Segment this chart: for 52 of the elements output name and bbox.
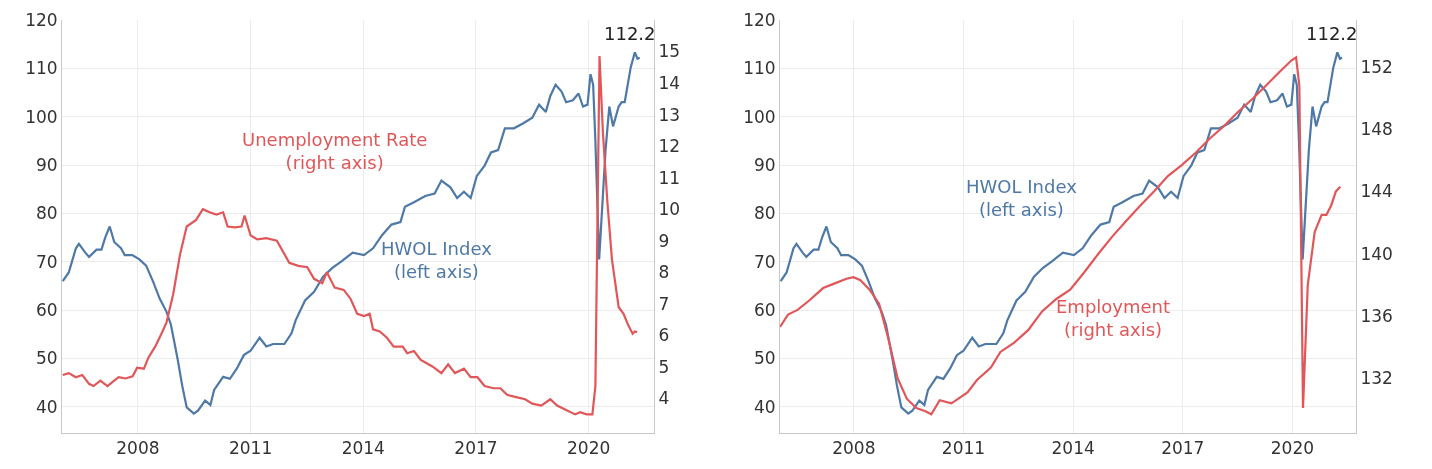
y-tick-label: 100: [25, 106, 58, 127]
y-tick-label: 40: [35, 396, 58, 417]
y-tick-label: 70: [753, 251, 776, 272]
y2-tick-label: 136: [1360, 306, 1393, 327]
y2-tick-label: 152: [1360, 56, 1393, 77]
y2-tick-label: 8: [658, 262, 670, 283]
y2-tick-label: 132: [1360, 368, 1393, 389]
y-tick-label: 90: [35, 155, 58, 176]
y-tick-label: 40: [753, 396, 776, 417]
x-tick-label: 2011: [941, 438, 986, 459]
annotation: 112.2: [604, 23, 656, 44]
text: Unemployment Rate (right axis): [242, 129, 428, 174]
y2-tick-label: 10: [658, 199, 681, 220]
y2-tick-label: 5: [658, 356, 670, 377]
y-tick-label: 120: [743, 9, 776, 30]
y2-tick-label: 13: [658, 104, 681, 125]
y2-tick-label: 7: [658, 293, 670, 314]
x-tick-label: 2014: [1051, 438, 1095, 459]
y2-tick-label: 9: [658, 230, 670, 251]
y2-tick-label: 15: [658, 41, 681, 62]
y-tick-label: 100: [743, 106, 776, 127]
y2-tick-label: 148: [1360, 119, 1393, 140]
y2-tick-label: 144: [1360, 181, 1393, 202]
x-tick-label: 2008: [832, 438, 876, 459]
y2-tick-label: 6: [658, 325, 670, 346]
series-label: HWOL Index (left axis): [381, 238, 493, 283]
y2-tick-label: 14: [658, 73, 681, 93]
y2-tick-label: 11: [658, 167, 681, 188]
x-tick-label: 2011: [228, 438, 273, 459]
x-tick-label: 2017: [1161, 438, 1205, 459]
y2-tick-label: 140: [1360, 243, 1393, 264]
y-tick-label: 60: [753, 300, 776, 321]
y-tick-label: 70: [35, 251, 58, 272]
y-tick-label: 80: [753, 203, 776, 224]
x-tick-label: 2017: [454, 438, 498, 459]
x-tick-label: 2020: [1270, 438, 1315, 459]
x-tick-label: 2020: [567, 438, 611, 459]
y-tick-label: 60: [35, 300, 58, 321]
y-tick-label: 80: [35, 203, 58, 224]
series-label: HWOL Index (left axis): [966, 176, 1078, 221]
y-tick-label: 90: [753, 155, 776, 176]
y2-tick-label: 12: [658, 136, 681, 157]
y-tick-label: 110: [25, 58, 58, 79]
y-tick-label: 110: [743, 58, 776, 79]
x-tick-label: 2014: [341, 438, 385, 459]
annotation: 112.2: [1306, 23, 1358, 44]
x-tick-label: 2008: [116, 438, 160, 459]
y-tick-label: 50: [753, 348, 776, 369]
series-label: Employment (right axis): [1056, 296, 1171, 341]
y-tick-label: 120: [25, 9, 58, 30]
y-tick-label: 50: [35, 348, 58, 369]
y2-tick-label: 4: [658, 388, 670, 409]
